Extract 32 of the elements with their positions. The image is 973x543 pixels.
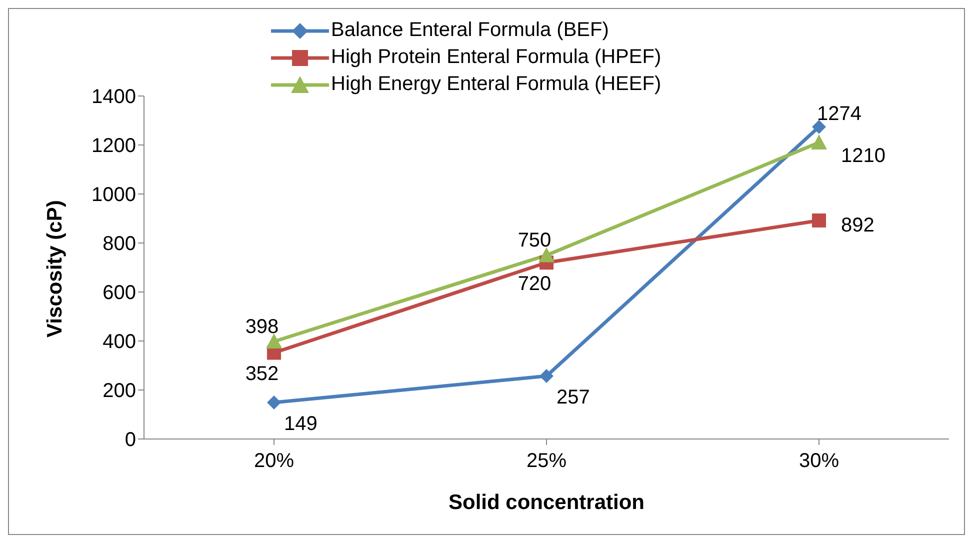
y-tick-label: 200 <box>102 380 136 402</box>
y-axis-title: Viscosity (cP) <box>43 200 66 338</box>
data-label: 149 <box>284 412 318 435</box>
x-tick-label: 20% <box>254 450 294 472</box>
data-label: 257 <box>556 386 590 408</box>
y-tick-label: 1400 <box>92 86 136 108</box>
data-label: 1274 <box>817 103 862 126</box>
point <box>812 120 826 134</box>
point <box>538 247 554 262</box>
data-label: 750 <box>518 230 552 252</box>
point <box>266 333 282 348</box>
y-tick-label: 400 <box>102 331 136 354</box>
legend-label: Balance Enteral Formula (BEF) <box>331 19 609 42</box>
point <box>812 213 826 228</box>
data-label: 352 <box>245 363 279 386</box>
y-tick-label: 1000 <box>92 184 136 206</box>
data-label: 1210 <box>841 144 886 167</box>
y-tick-label: 1200 <box>92 135 136 158</box>
y-tick-label: 600 <box>102 282 136 304</box>
data-label: 892 <box>841 214 874 237</box>
legend-label: High Energy Enteral Formula (HEEF) <box>331 73 662 96</box>
legend-label: High Protein Enteral Formula (HPEF) <box>331 46 662 69</box>
data-label: 398 <box>245 316 279 338</box>
x-tick-label: 25% <box>526 450 567 472</box>
y-tick-label: 0 <box>124 429 136 452</box>
y-tick-label: 800 <box>102 233 136 256</box>
point <box>540 369 554 384</box>
x-tick-label: 30% <box>798 450 840 472</box>
point <box>267 395 281 410</box>
data-label: 720 <box>518 272 552 295</box>
x-axis-title: Solid concentration <box>448 491 645 514</box>
point <box>811 134 827 150</box>
